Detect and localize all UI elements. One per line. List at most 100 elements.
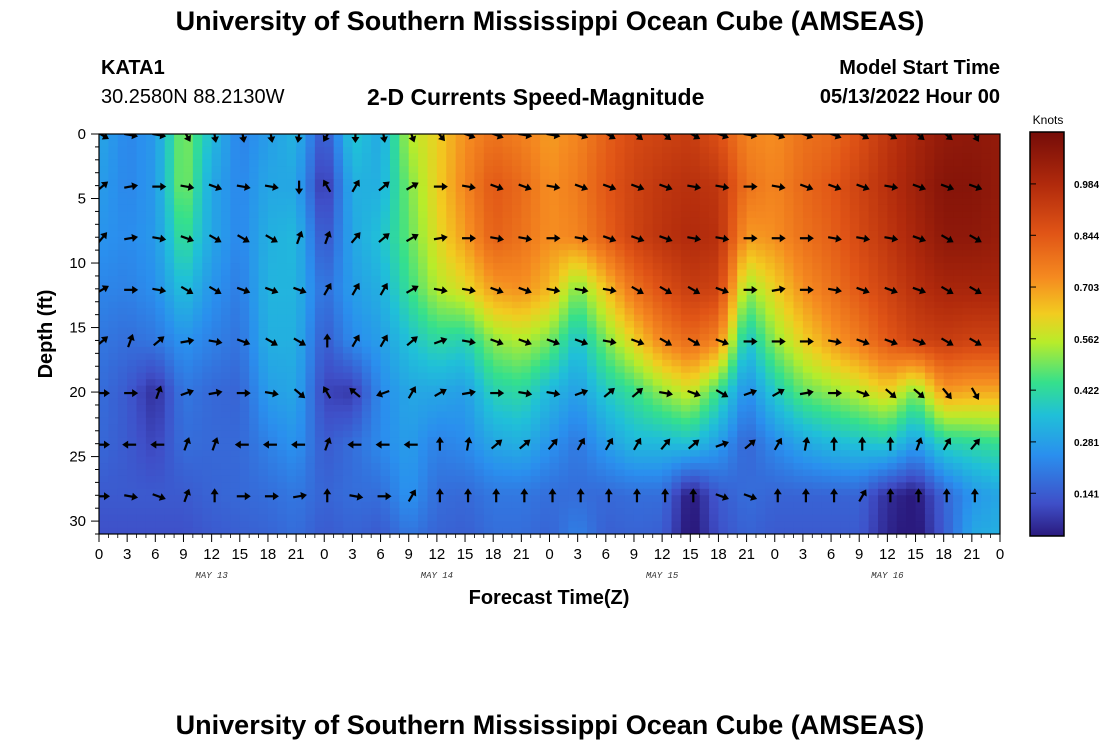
heatmap-cell bbox=[821, 204, 832, 213]
heatmap-cell bbox=[802, 301, 813, 309]
heatmap-cell bbox=[436, 159, 447, 167]
heatmap-cell bbox=[230, 295, 241, 303]
heatmap-cell bbox=[324, 211, 335, 219]
heatmap-cell bbox=[915, 275, 926, 283]
heatmap-cell bbox=[493, 372, 504, 380]
heatmap-cell bbox=[380, 437, 391, 445]
heatmap-cell bbox=[737, 340, 748, 348]
heatmap-cell bbox=[981, 314, 992, 322]
heatmap-cell bbox=[183, 230, 194, 238]
heatmap-cell bbox=[361, 359, 372, 367]
heatmap-cell bbox=[399, 204, 410, 213]
heatmap-cell bbox=[202, 217, 213, 225]
heatmap-cell bbox=[408, 153, 419, 161]
heatmap-cell bbox=[868, 198, 879, 206]
heatmap-cell bbox=[371, 417, 382, 425]
heatmap-cell bbox=[389, 424, 400, 432]
heatmap-cell bbox=[990, 224, 1000, 232]
heatmap-cell bbox=[352, 398, 363, 406]
heatmap-cell bbox=[333, 443, 344, 451]
heatmap-cell bbox=[333, 321, 344, 329]
heatmap-cell bbox=[155, 340, 166, 348]
heatmap-cell bbox=[174, 172, 185, 180]
heatmap-cell bbox=[577, 263, 588, 271]
heatmap-cell bbox=[709, 372, 720, 380]
heatmap-cell bbox=[221, 263, 231, 271]
heatmap-cell bbox=[371, 282, 382, 290]
heatmap-cell bbox=[680, 192, 691, 200]
heatmap-cell bbox=[521, 321, 532, 329]
heatmap-cell bbox=[906, 237, 917, 245]
heatmap-cell bbox=[530, 424, 541, 432]
heatmap-cell bbox=[436, 295, 447, 303]
heatmap-cell bbox=[277, 250, 288, 258]
heatmap-cell bbox=[136, 379, 147, 387]
heatmap-cell bbox=[718, 430, 729, 438]
heatmap-cell bbox=[953, 275, 964, 283]
heatmap-cell bbox=[286, 134, 297, 142]
heatmap-cell bbox=[633, 275, 644, 283]
heatmap-cell bbox=[624, 430, 635, 438]
heatmap-cell bbox=[174, 353, 185, 361]
heatmap-cell bbox=[221, 282, 231, 290]
heatmap-cell bbox=[774, 159, 785, 167]
heatmap-cell bbox=[296, 224, 307, 232]
heatmap-cell bbox=[127, 185, 138, 193]
heatmap-cell bbox=[577, 211, 588, 219]
heatmap-cell bbox=[474, 198, 485, 206]
heatmap-cell bbox=[277, 134, 288, 142]
heatmap-cell bbox=[568, 185, 579, 193]
heatmap-cell bbox=[718, 366, 729, 374]
heatmap-cell bbox=[662, 404, 673, 413]
heatmap-cell bbox=[117, 424, 128, 432]
heatmap-cell bbox=[455, 243, 466, 251]
heatmap-cell bbox=[502, 192, 513, 200]
heatmap-cell bbox=[831, 353, 842, 361]
heatmap-cell bbox=[249, 295, 260, 303]
heatmap-cell bbox=[418, 146, 429, 154]
heatmap-cell bbox=[145, 256, 156, 264]
heatmap-cell bbox=[164, 146, 175, 154]
heatmap-cell bbox=[971, 430, 982, 438]
heatmap-cell bbox=[784, 288, 795, 296]
heatmap-cell bbox=[943, 263, 954, 271]
heatmap-cell bbox=[530, 450, 541, 458]
heatmap-cell bbox=[446, 404, 457, 413]
heatmap-cell bbox=[915, 385, 926, 393]
heatmap-cell bbox=[239, 404, 250, 413]
heatmap-cell bbox=[99, 327, 109, 335]
heatmap-cell bbox=[615, 295, 626, 303]
heatmap-cell bbox=[446, 211, 457, 219]
heatmap-cell bbox=[436, 204, 447, 213]
heatmap-cell bbox=[127, 166, 138, 174]
heatmap-cell bbox=[399, 353, 410, 361]
heatmap-cell bbox=[389, 263, 400, 271]
heatmap-cell bbox=[296, 308, 307, 316]
heatmap-cell bbox=[136, 237, 147, 245]
heatmap-cell bbox=[286, 250, 297, 258]
heatmap-cell bbox=[164, 379, 175, 387]
heatmap-cell bbox=[558, 308, 569, 316]
heatmap-cell bbox=[389, 282, 400, 290]
heatmap-cell bbox=[465, 166, 476, 174]
heatmap-cell bbox=[511, 379, 522, 387]
heatmap-cell bbox=[765, 463, 776, 471]
heatmap-cell bbox=[877, 372, 888, 380]
heatmap-cell bbox=[605, 450, 616, 458]
heatmap-cell bbox=[192, 353, 203, 361]
heatmap-cell bbox=[540, 263, 551, 271]
heatmap-cell bbox=[399, 179, 410, 187]
heatmap-cell bbox=[174, 424, 185, 432]
heatmap-cell bbox=[455, 192, 466, 200]
heatmap-cell bbox=[540, 230, 551, 238]
heatmap-cell bbox=[962, 288, 973, 296]
heatmap-cell bbox=[662, 192, 673, 200]
heatmap-cell bbox=[145, 301, 156, 309]
heatmap-cell bbox=[671, 172, 682, 180]
heatmap-cell bbox=[924, 398, 935, 406]
heatmap-cell bbox=[305, 340, 316, 348]
heatmap-cell bbox=[906, 366, 917, 374]
heatmap-cell bbox=[746, 366, 757, 374]
heatmap-cell bbox=[502, 237, 513, 245]
heatmap-cell bbox=[502, 334, 513, 342]
